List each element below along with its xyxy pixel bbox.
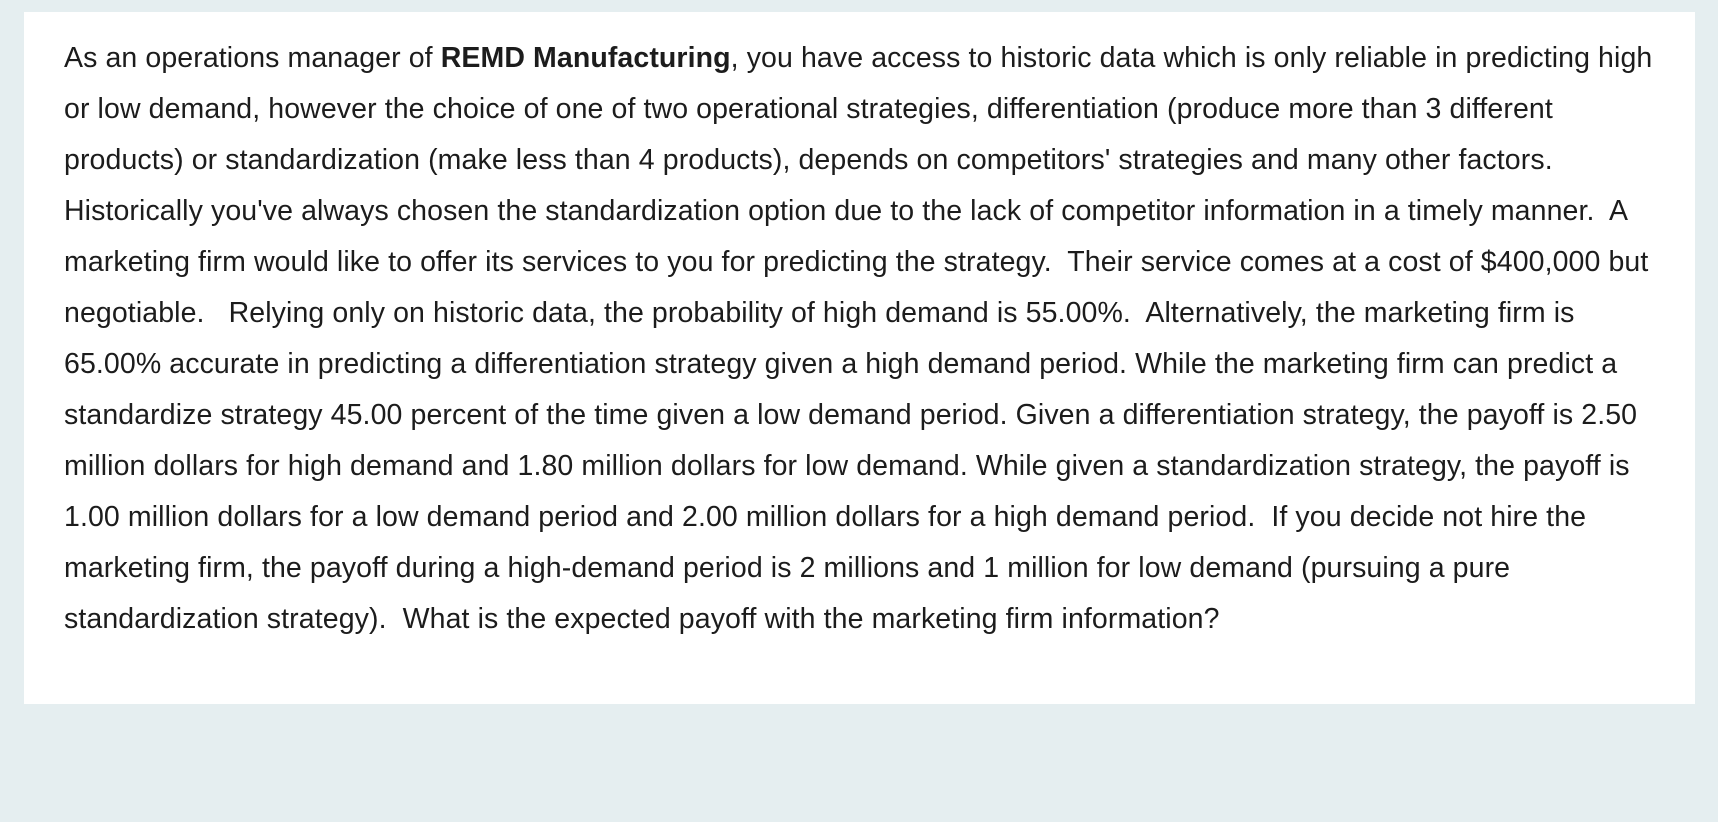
question-panel: As an operations manager of REMD Manufac… — [24, 12, 1695, 704]
question-body: , you have access to historic data which… — [64, 42, 1661, 635]
question-prefix: As an operations manager of — [64, 42, 441, 74]
company-name: REMD Manufacturing — [440, 42, 731, 74]
question-text: As an operations manager of REMD Manufac… — [24, 12, 1695, 645]
